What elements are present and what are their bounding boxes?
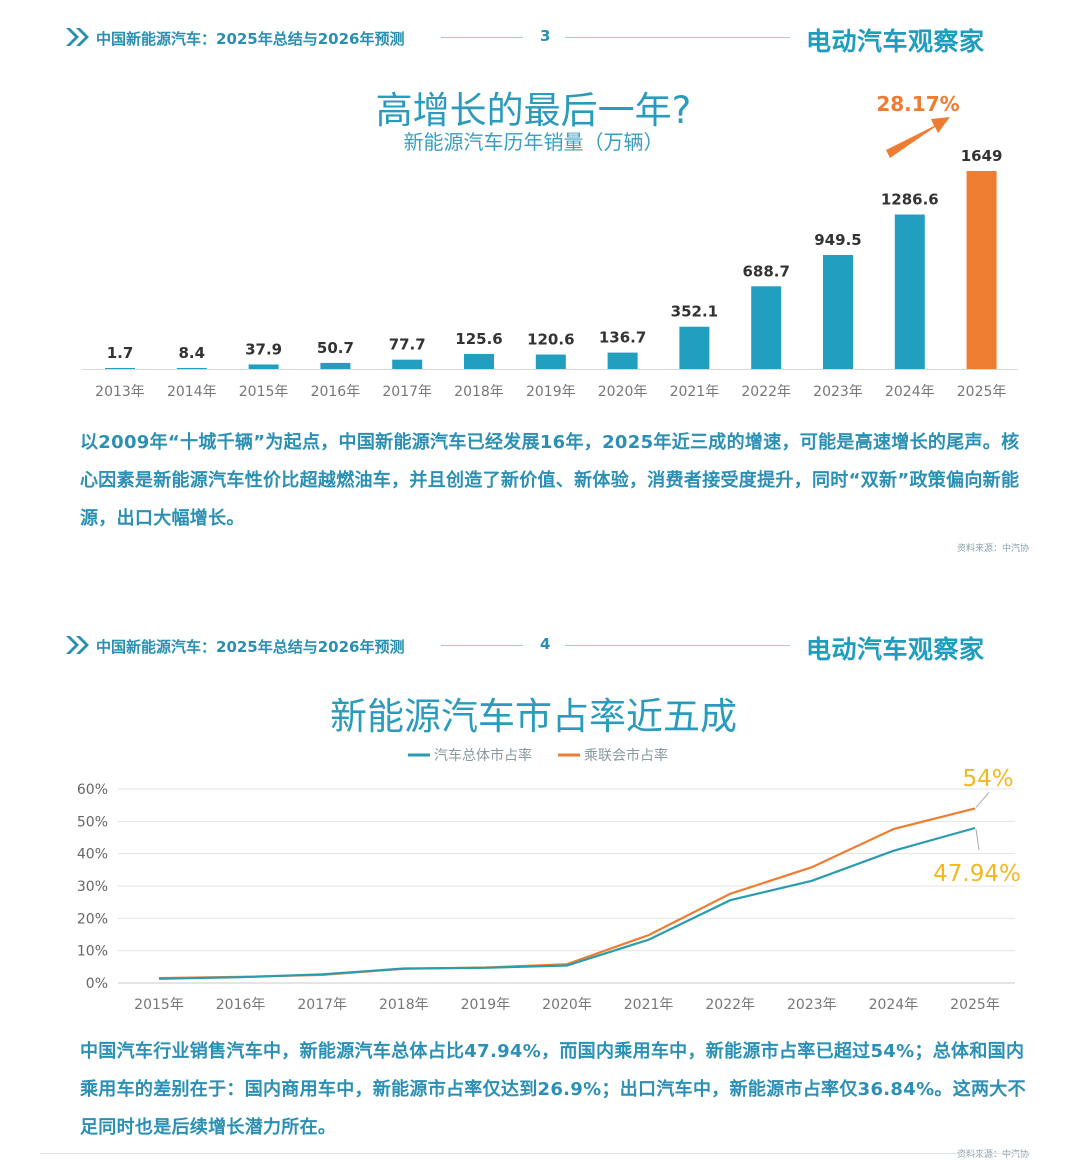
header-divider: [441, 37, 523, 38]
x-tick-label: 2022年: [741, 384, 791, 400]
bar: [248, 364, 279, 369]
header-divider: [565, 645, 790, 646]
bar: [607, 352, 638, 369]
x-tick-label: 2021年: [670, 384, 720, 400]
bar-value-label: 1649: [961, 147, 1003, 165]
header-divider: [441, 645, 523, 646]
chart-subtitle: 新能源汽车历年销量（万辆）: [403, 130, 664, 154]
slide-header: 中国新能源汽车：2025年总结与2026年预测 3 电动汽车观察家: [0, 22, 1067, 56]
annotation-leader: [975, 792, 990, 808]
x-tick-label: 2023年: [787, 997, 837, 1013]
bar-value-label: 136.7: [599, 329, 646, 347]
page-title: 新能源汽车市占率近五成: [330, 695, 737, 738]
x-tick-label: 2018年: [454, 384, 504, 400]
x-tick-label: 2017年: [297, 997, 347, 1013]
x-tick-label: 2020年: [542, 997, 592, 1013]
y-tick-label: 10%: [77, 944, 108, 960]
x-tick-label: 2025年: [950, 997, 1000, 1013]
y-tick-label: 0%: [86, 976, 108, 992]
bar: [966, 171, 997, 369]
data-source: 资料来源：中汽协: [956, 1150, 1029, 1160]
x-tick-label: 2020年: [598, 384, 648, 400]
bar: [823, 254, 853, 369]
slide-header: 中国新能源汽车：2025年总结与2026年预测 4 电动汽车观察家: [0, 630, 1067, 664]
sales-bar-chart: 1.7 2013年 8.4 2014年 37.9 2015年 50.7 2016年 77.7 20…: [82, 92, 1018, 400]
bar: [894, 214, 925, 369]
bar-value-label: 37.9: [245, 340, 282, 358]
bar: [320, 362, 351, 369]
bar-value-label: 352.1: [671, 303, 718, 321]
data-source: 资料来源：中汽协: [956, 544, 1029, 554]
slide-3: 中国新能源汽车：2025年总结与2026年预测 3 电动汽车观察家 高增长的最后…: [0, 22, 1067, 554]
report-title: 中国新能源汽车：2025年总结与2026年预测: [96, 30, 405, 48]
brand-logo: 电动汽车观察家: [806, 635, 985, 664]
market-share-line-chart: 汽车总体市占率 乘联会市占率 0% 10% 20% 30% 40% 50% 60% 2015年 20…: [77, 747, 1021, 1013]
bar: [392, 359, 423, 369]
summary-paragraph: 中国汽车行业销售汽车中，新能源汽车总体占比47.94%，而国内乘用车中，新能源市…: [80, 1041, 1026, 1138]
page-bottom-rule: [40, 1153, 1030, 1154]
x-tick-label: 2016年: [311, 384, 361, 400]
bar-value-label: 77.7: [389, 336, 426, 354]
x-tick-label: 2014年: [167, 384, 217, 400]
brand-logo: 电动汽车观察家: [806, 27, 985, 56]
bar-value-label: 8.4: [179, 344, 206, 362]
bar-value-label: 1.7: [107, 344, 134, 362]
page-title: 高增长的最后一年?: [375, 89, 692, 132]
page-number: 4: [540, 635, 551, 653]
x-tick-label: 2013年: [95, 384, 145, 400]
x-tick-label: 2024年: [869, 997, 919, 1013]
x-tick-label: 2019年: [461, 997, 511, 1013]
bar-value-label: 125.6: [455, 330, 502, 348]
bar: [679, 326, 710, 369]
x-tick-label: 2018年: [379, 997, 429, 1013]
double-chevron-icon: [66, 636, 89, 654]
header-divider: [565, 37, 790, 38]
annotation-passenger-share: 54%: [962, 766, 1013, 792]
x-tick-label: 2017年: [382, 384, 432, 400]
y-tick-label: 30%: [77, 879, 108, 895]
bar: [535, 354, 566, 369]
bar: [751, 286, 782, 369]
bar-value-label: 949.5: [814, 231, 861, 249]
x-tick-label: 2015年: [239, 384, 289, 400]
page-number: 3: [540, 27, 551, 45]
y-tick-label: 40%: [77, 847, 108, 863]
bar-value-label: 1286.6: [881, 191, 939, 209]
bar-value-label: 120.6: [527, 331, 574, 349]
double-chevron-icon: [66, 28, 89, 46]
x-tick-label: 2025年: [957, 384, 1007, 400]
legend-label: 乘联会市占率: [584, 747, 668, 764]
y-tick-label: 20%: [77, 911, 108, 927]
y-tick-label: 60%: [77, 782, 108, 798]
summary-paragraph: 以2009年“十城千辆”为起点，中国新能源汽车已经发展16年，2025年近三成的…: [80, 432, 1020, 529]
x-tick-label: 2019年: [526, 384, 576, 400]
bar-value-label: 688.7: [742, 262, 789, 280]
growth-rate-annotation: 28.17%: [876, 92, 959, 116]
bar: [464, 353, 494, 369]
series-line: [158, 826, 976, 980]
x-tick-label: 2022年: [705, 997, 755, 1013]
series-line: [158, 807, 976, 980]
report-title: 中国新能源汽车：2025年总结与2026年预测: [96, 638, 405, 656]
growth-arrow-icon: [886, 117, 950, 158]
x-tick-label: 2016年: [216, 997, 266, 1013]
bar-value-label: 50.7: [317, 339, 354, 357]
x-tick-label: 2021年: [624, 997, 674, 1013]
annotation-total-share: 47.94%: [933, 861, 1021, 887]
x-tick-label: 2024年: [885, 384, 935, 400]
annotation-leader: [975, 828, 980, 851]
bar: [176, 367, 207, 369]
x-tick-label: 2023年: [813, 384, 863, 400]
bar: [105, 368, 135, 369]
y-tick-label: 50%: [77, 814, 108, 830]
legend-label: 汽车总体市占率: [434, 747, 532, 764]
x-tick-label: 2015年: [134, 997, 184, 1013]
